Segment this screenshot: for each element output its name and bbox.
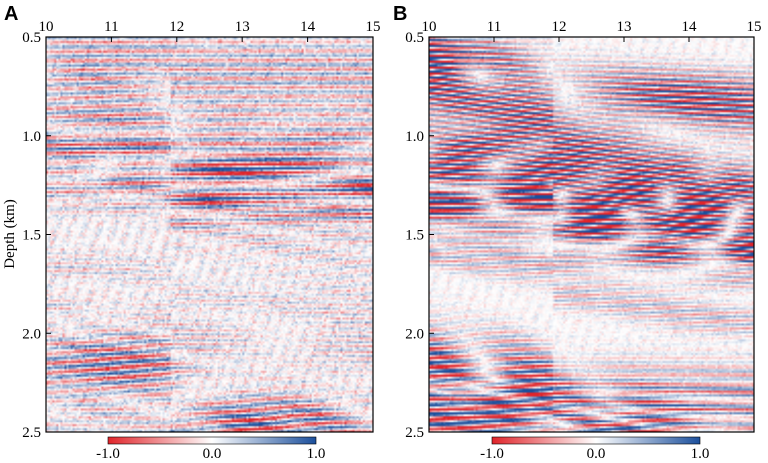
y-tick-label: 2.5 bbox=[22, 425, 41, 441]
panel-a-colorbar-ticks: -1.0 0.0 1.0 bbox=[96, 446, 325, 462]
x-tick-label: 12 bbox=[169, 19, 184, 35]
x-tick-label: 10 bbox=[39, 19, 54, 35]
x-tick-label: 13 bbox=[235, 19, 250, 35]
panel-a-y-axis-label: Depth (km) bbox=[2, 199, 18, 269]
colorbar-tick-label: 0.0 bbox=[587, 446, 606, 462]
x-tick-label: 14 bbox=[682, 19, 698, 35]
x-tick-label: 15 bbox=[747, 19, 762, 35]
colorbar-tick-label: -1.0 bbox=[480, 446, 504, 462]
panel-a-x-ticks: 10 11 12 13 14 15 bbox=[39, 19, 381, 42]
panel-letter-a: A bbox=[4, 3, 18, 25]
x-tick-label: 11 bbox=[487, 19, 501, 35]
panel-b: B 10 11 12 13 14 15 0.5 1.0 1.5 2.0 2.5 -1.0 0.0 1.… bbox=[393, 3, 762, 462]
panel-b-seismic-image bbox=[429, 37, 754, 432]
panel-a-y-ticks: 0.5 1.0 1.5 2.0 2.5 bbox=[22, 30, 51, 441]
colorbar-tick-label: 1.0 bbox=[307, 446, 326, 462]
y-tick-label: 2.0 bbox=[22, 326, 41, 342]
x-tick-label: 13 bbox=[617, 19, 632, 35]
panel-letter-b: B bbox=[393, 3, 407, 25]
panel-b-colorbar bbox=[491, 436, 701, 445]
y-tick-label: 0.5 bbox=[405, 30, 424, 46]
panel-a-seismic-image bbox=[46, 37, 373, 432]
x-tick-label: 15 bbox=[366, 19, 381, 35]
y-tick-label: 1.5 bbox=[405, 228, 424, 244]
y-tick-label: 1.5 bbox=[22, 228, 41, 244]
x-tick-label: 11 bbox=[104, 19, 118, 35]
panel-a: A 10 11 12 13 14 15 0.5 1.0 1.5 2.0 2.5 Depth (km… bbox=[2, 3, 381, 462]
x-tick-label: 14 bbox=[300, 19, 316, 35]
colorbar-tick-label: 0.0 bbox=[203, 446, 222, 462]
colorbar-tick-label: -1.0 bbox=[96, 446, 120, 462]
y-tick-label: 1.0 bbox=[405, 129, 424, 145]
panel-b-colorbar-ticks: -1.0 0.0 1.0 bbox=[480, 446, 709, 462]
x-tick-label: 12 bbox=[552, 19, 567, 35]
x-tick-label: 10 bbox=[422, 19, 437, 35]
panel-a-colorbar bbox=[107, 436, 317, 445]
y-tick-label: 2.5 bbox=[405, 425, 424, 441]
panel-b-x-ticks: 10 11 12 13 14 15 bbox=[422, 19, 762, 42]
colorbar-tick-label: 1.0 bbox=[691, 446, 710, 462]
y-tick-label: 0.5 bbox=[22, 30, 41, 46]
y-tick-label: 2.0 bbox=[405, 326, 424, 342]
y-tick-label: 1.0 bbox=[22, 129, 41, 145]
panel-b-y-ticks: 0.5 1.0 1.5 2.0 2.5 bbox=[405, 30, 434, 441]
